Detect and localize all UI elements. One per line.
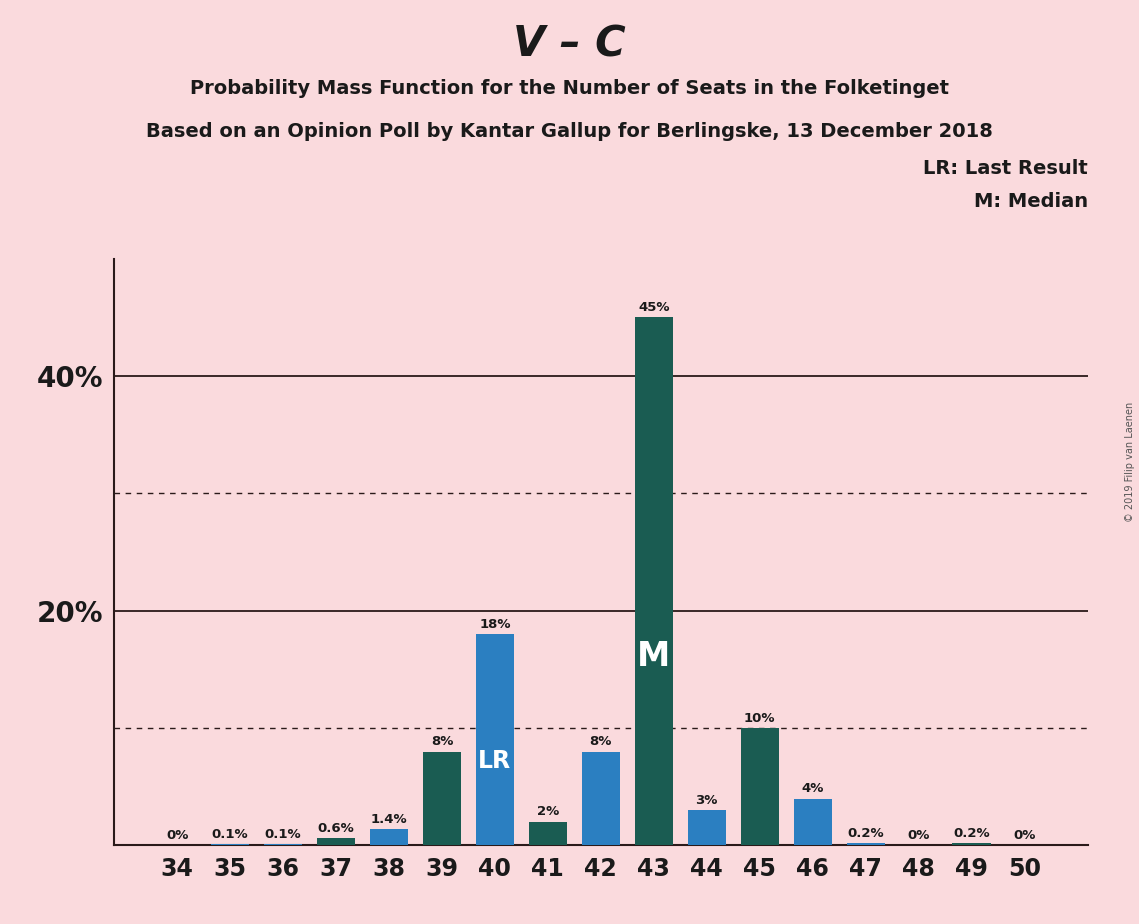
Text: 0%: 0%: [166, 829, 188, 842]
Text: 0%: 0%: [1014, 829, 1035, 842]
Text: 1.4%: 1.4%: [370, 812, 408, 825]
Text: 45%: 45%: [638, 301, 670, 314]
Text: © 2019 Filip van Laenen: © 2019 Filip van Laenen: [1125, 402, 1134, 522]
Bar: [740, 728, 779, 845]
Bar: [317, 838, 355, 845]
Bar: [423, 751, 461, 845]
Text: 0.6%: 0.6%: [318, 822, 354, 835]
Bar: [582, 751, 620, 845]
Bar: [528, 822, 567, 845]
Text: 0.1%: 0.1%: [264, 828, 302, 841]
Text: 18%: 18%: [480, 618, 510, 631]
Text: LR: LR: [478, 749, 511, 773]
Text: M: M: [637, 640, 671, 674]
Text: M: Median: M: Median: [974, 192, 1088, 212]
Bar: [370, 829, 408, 845]
Bar: [634, 318, 673, 845]
Text: Probability Mass Function for the Number of Seats in the Folketinget: Probability Mass Function for the Number…: [190, 79, 949, 98]
Bar: [688, 810, 726, 845]
Text: 3%: 3%: [696, 794, 718, 807]
Text: Based on an Opinion Poll by Kantar Gallup for Berlingske, 13 December 2018: Based on an Opinion Poll by Kantar Gallu…: [146, 122, 993, 141]
Text: 8%: 8%: [431, 736, 453, 748]
Bar: [794, 798, 831, 845]
Text: 10%: 10%: [744, 711, 776, 724]
Text: 8%: 8%: [590, 736, 612, 748]
Text: 0.1%: 0.1%: [212, 828, 248, 841]
Text: LR: Last Result: LR: Last Result: [923, 159, 1088, 178]
Text: 2%: 2%: [536, 806, 559, 819]
Bar: [476, 634, 514, 845]
Bar: [846, 843, 885, 845]
Text: 4%: 4%: [802, 782, 823, 795]
Text: 0%: 0%: [908, 829, 929, 842]
Text: 0.2%: 0.2%: [847, 827, 884, 840]
Text: 0.2%: 0.2%: [953, 827, 990, 840]
Text: V – C: V – C: [514, 23, 625, 65]
Bar: [952, 843, 991, 845]
